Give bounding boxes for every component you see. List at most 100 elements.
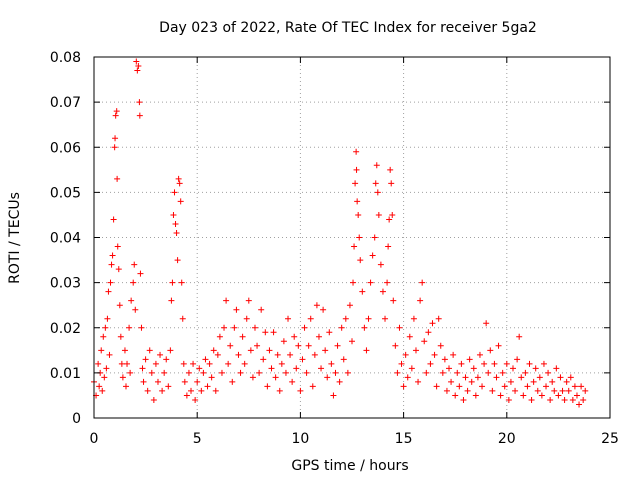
data-point xyxy=(439,369,446,376)
data-point xyxy=(569,396,576,403)
data-point xyxy=(128,297,135,304)
data-point xyxy=(487,347,494,354)
data-point xyxy=(274,351,281,358)
data-point xyxy=(441,356,448,363)
data-point xyxy=(118,360,125,367)
data-point xyxy=(390,297,397,304)
data-point xyxy=(138,324,145,331)
x-tick-label: 25 xyxy=(601,431,619,447)
data-point xyxy=(356,234,363,241)
data-point xyxy=(174,257,181,264)
y-tick-label: 0 xyxy=(72,411,81,427)
data-point xyxy=(435,315,442,322)
data-point xyxy=(266,347,273,354)
data-point xyxy=(278,360,285,367)
data-point xyxy=(114,243,121,250)
data-point xyxy=(520,392,527,399)
data-point xyxy=(137,270,144,277)
data-point xyxy=(235,351,242,358)
data-point xyxy=(497,392,504,399)
data-point xyxy=(421,338,428,345)
data-point xyxy=(379,288,386,295)
x-tick-label: 0 xyxy=(90,431,99,447)
data-point xyxy=(468,378,475,385)
data-point xyxy=(221,324,228,331)
data-point xyxy=(192,396,199,403)
data-point xyxy=(371,234,378,241)
data-point xyxy=(553,365,560,372)
data-point xyxy=(353,166,360,173)
data-point xyxy=(116,302,123,309)
data-point xyxy=(293,365,300,372)
data-point xyxy=(385,243,392,250)
data-point xyxy=(431,351,438,358)
data-point xyxy=(150,396,157,403)
data-point xyxy=(456,383,463,390)
data-point xyxy=(117,333,124,340)
data-point xyxy=(272,374,279,381)
data-point xyxy=(344,369,351,376)
data-point xyxy=(157,351,164,358)
data-point xyxy=(268,365,275,372)
data-point xyxy=(396,324,403,331)
data-point xyxy=(350,279,357,286)
data-point xyxy=(202,356,209,363)
data-point xyxy=(173,229,180,236)
data-point xyxy=(355,211,362,218)
data-point xyxy=(538,392,545,399)
data-point xyxy=(419,279,426,286)
data-point xyxy=(154,378,161,385)
y-tick-label: 0.04 xyxy=(50,231,81,247)
data-point xyxy=(126,324,133,331)
data-point xyxy=(176,180,183,187)
data-point xyxy=(233,306,240,313)
data-point xyxy=(251,324,258,331)
data-point xyxy=(159,387,166,394)
data-point xyxy=(188,387,195,394)
data-point xyxy=(567,374,574,381)
data-point xyxy=(324,374,331,381)
data-point xyxy=(392,342,399,349)
data-point xyxy=(410,315,417,322)
data-point xyxy=(389,211,396,218)
data-point xyxy=(200,369,207,376)
data-point xyxy=(108,261,115,268)
data-point xyxy=(163,356,170,363)
data-point xyxy=(218,369,225,376)
data-point xyxy=(111,144,118,151)
data-point xyxy=(561,396,568,403)
data-point xyxy=(178,279,185,286)
data-point xyxy=(135,63,142,70)
data-point xyxy=(256,369,263,376)
data-point xyxy=(198,387,205,394)
data-point xyxy=(291,333,298,340)
plot-frame xyxy=(93,56,611,419)
data-point xyxy=(247,347,254,354)
data-point xyxy=(580,396,587,403)
data-point xyxy=(394,369,401,376)
data-point xyxy=(352,180,359,187)
x-axis-label: GPS time / hours xyxy=(291,458,408,474)
data-point xyxy=(340,356,347,363)
data-point xyxy=(223,297,230,304)
data-point xyxy=(518,374,525,381)
data-point xyxy=(297,387,304,394)
data-point xyxy=(254,342,261,349)
data-point xyxy=(450,351,457,358)
data-point xyxy=(549,378,556,385)
data-point xyxy=(210,347,217,354)
data-point xyxy=(122,383,129,390)
data-point xyxy=(96,383,103,390)
data-point xyxy=(373,162,380,169)
data-point xyxy=(565,387,572,394)
data-point xyxy=(299,356,306,363)
data-point xyxy=(425,329,432,336)
data-point xyxy=(131,261,138,268)
data-point xyxy=(530,378,537,385)
data-point xyxy=(406,333,413,340)
data-point xyxy=(183,392,190,399)
data-point xyxy=(136,99,143,106)
data-point xyxy=(522,369,529,376)
data-point xyxy=(528,396,535,403)
